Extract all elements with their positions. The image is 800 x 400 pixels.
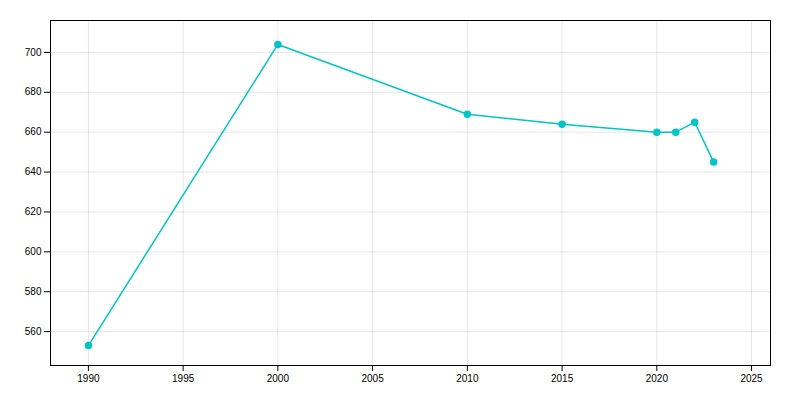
svg-text:2005: 2005 bbox=[361, 373, 384, 384]
svg-text:1995: 1995 bbox=[172, 373, 195, 384]
svg-text:2025: 2025 bbox=[740, 373, 763, 384]
svg-text:2015: 2015 bbox=[551, 373, 574, 384]
svg-text:640: 640 bbox=[25, 166, 42, 177]
svg-text:2010: 2010 bbox=[456, 373, 479, 384]
svg-text:560: 560 bbox=[25, 326, 42, 337]
svg-text:700: 700 bbox=[25, 47, 42, 58]
svg-text:660: 660 bbox=[25, 126, 42, 137]
svg-text:620: 620 bbox=[25, 206, 42, 217]
svg-text:2000: 2000 bbox=[267, 373, 290, 384]
svg-text:600: 600 bbox=[25, 246, 42, 257]
svg-text:680: 680 bbox=[25, 86, 42, 97]
svg-text:580: 580 bbox=[25, 286, 42, 297]
svg-text:2020: 2020 bbox=[646, 373, 669, 384]
svg-text:1990: 1990 bbox=[77, 373, 100, 384]
